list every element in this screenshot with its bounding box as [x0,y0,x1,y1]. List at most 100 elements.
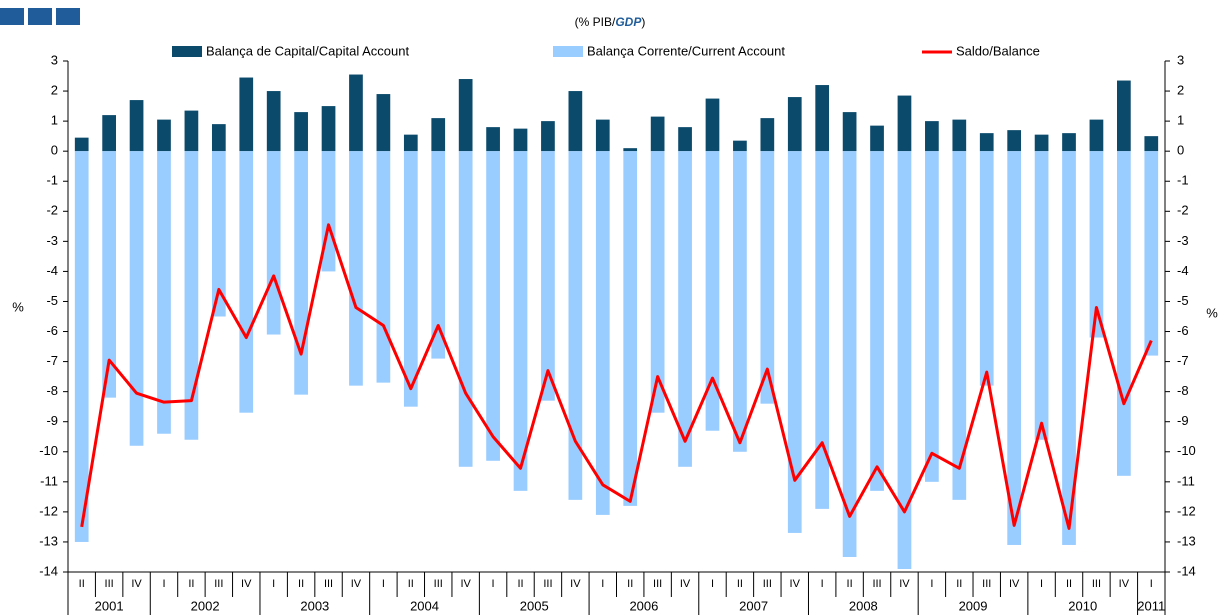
year-label: 2008 [849,598,878,613]
bar [184,151,199,440]
x-tick-label: I [601,578,604,590]
bar [952,151,967,500]
year-label: 2004 [410,598,439,613]
y2-tick-label: -3 [1177,233,1189,248]
bar [870,151,884,491]
bar [650,116,665,152]
bar [102,115,116,152]
bar [376,94,391,152]
bar [74,137,89,152]
y2-tick-label: -6 [1177,323,1189,338]
bar [1144,151,1159,356]
y2-tick-label: -7 [1177,353,1189,368]
bar [925,151,939,482]
chart-title: (% PIB/GDP) [575,15,646,29]
y2-tick-label: -10 [1177,443,1196,458]
x-tick-label: I [821,578,824,590]
x-tick-label: IV [241,578,252,590]
bar [1034,151,1049,440]
logo-block [28,8,52,25]
x-tick-label: III [982,578,991,590]
x-tick-label: IV [351,578,362,590]
x-tick-label: I [930,578,933,590]
y-tick-label: -3 [46,233,58,248]
year-label: 2007 [739,598,768,613]
y2-tick-label: -5 [1177,293,1189,308]
y-tick-label: -11 [40,473,58,488]
bar [349,151,363,386]
y2-tick-label: 0 [1177,143,1184,158]
y-tick-label: -5 [46,293,58,308]
x-tick-label: I [492,578,495,590]
x-tick-label: IV [570,578,581,590]
x-tick-label: II [847,578,853,590]
bar [595,151,610,515]
x-tick-label: II [408,578,414,590]
y2-tick-label: 2 [1177,82,1184,97]
bar [349,74,363,152]
x-tick-label: III [434,578,443,590]
bar [266,151,281,335]
bar [760,118,775,152]
bar [486,127,500,152]
logo-block [0,8,24,25]
x-tick-label: IV [790,578,801,590]
year-label: 2009 [959,598,988,613]
year-label: 2002 [191,598,220,613]
title-part: GDP [615,15,642,29]
x-tick-label: IV [680,578,691,590]
x-tick-label: III [872,578,881,590]
bar [513,151,528,491]
bar [733,151,747,452]
bar [952,119,967,152]
legend-swatch [172,46,202,57]
legend-label: Balança de Capital/Capital Account [206,43,409,58]
y-tick-label: 2 [51,82,58,97]
bar [678,151,692,467]
x-tick-label: II [627,578,633,590]
bar [321,106,336,152]
bar [458,79,473,152]
bar [623,148,638,152]
bar [541,121,555,152]
y2-axis-label: % [1206,305,1218,320]
y-tick-label: -12 [39,503,58,518]
y2-tick-label: 1 [1177,113,1184,128]
bar [403,134,418,152]
x-tick-label: II [956,578,962,590]
bar [294,151,308,395]
bar [1007,130,1022,152]
bar [211,151,226,317]
bar [787,151,802,533]
y-axis-label: % [12,299,24,314]
bar [1089,119,1104,152]
bar [842,151,857,557]
x-tick-label: I [382,578,385,590]
x-tick-label: I [162,578,165,590]
bar [74,151,89,542]
x-tick-label: III [543,578,552,590]
y2-tick-label: -8 [1177,383,1189,398]
bar [486,151,500,461]
legend-swatch [553,46,583,57]
y-tick-label: -10 [39,443,58,458]
bar [815,85,830,152]
x-tick-label: III [1092,578,1101,590]
bar [376,151,391,383]
bar [129,151,144,446]
bar [979,133,994,152]
bar [1117,151,1131,476]
bar [294,112,308,152]
y-tick-label: -2 [46,203,58,218]
legend-label: Saldo/Balance [956,43,1040,58]
y-tick-label: 3 [51,52,58,67]
bar [623,151,638,506]
bar [157,119,171,152]
x-tick-label: II [79,578,85,590]
bar [1144,136,1159,152]
bar [1062,133,1076,152]
y2-tick-label: -14 [1177,563,1196,578]
bar [897,151,912,569]
y2-tick-label: -11 [1177,473,1195,488]
bar [760,151,775,404]
